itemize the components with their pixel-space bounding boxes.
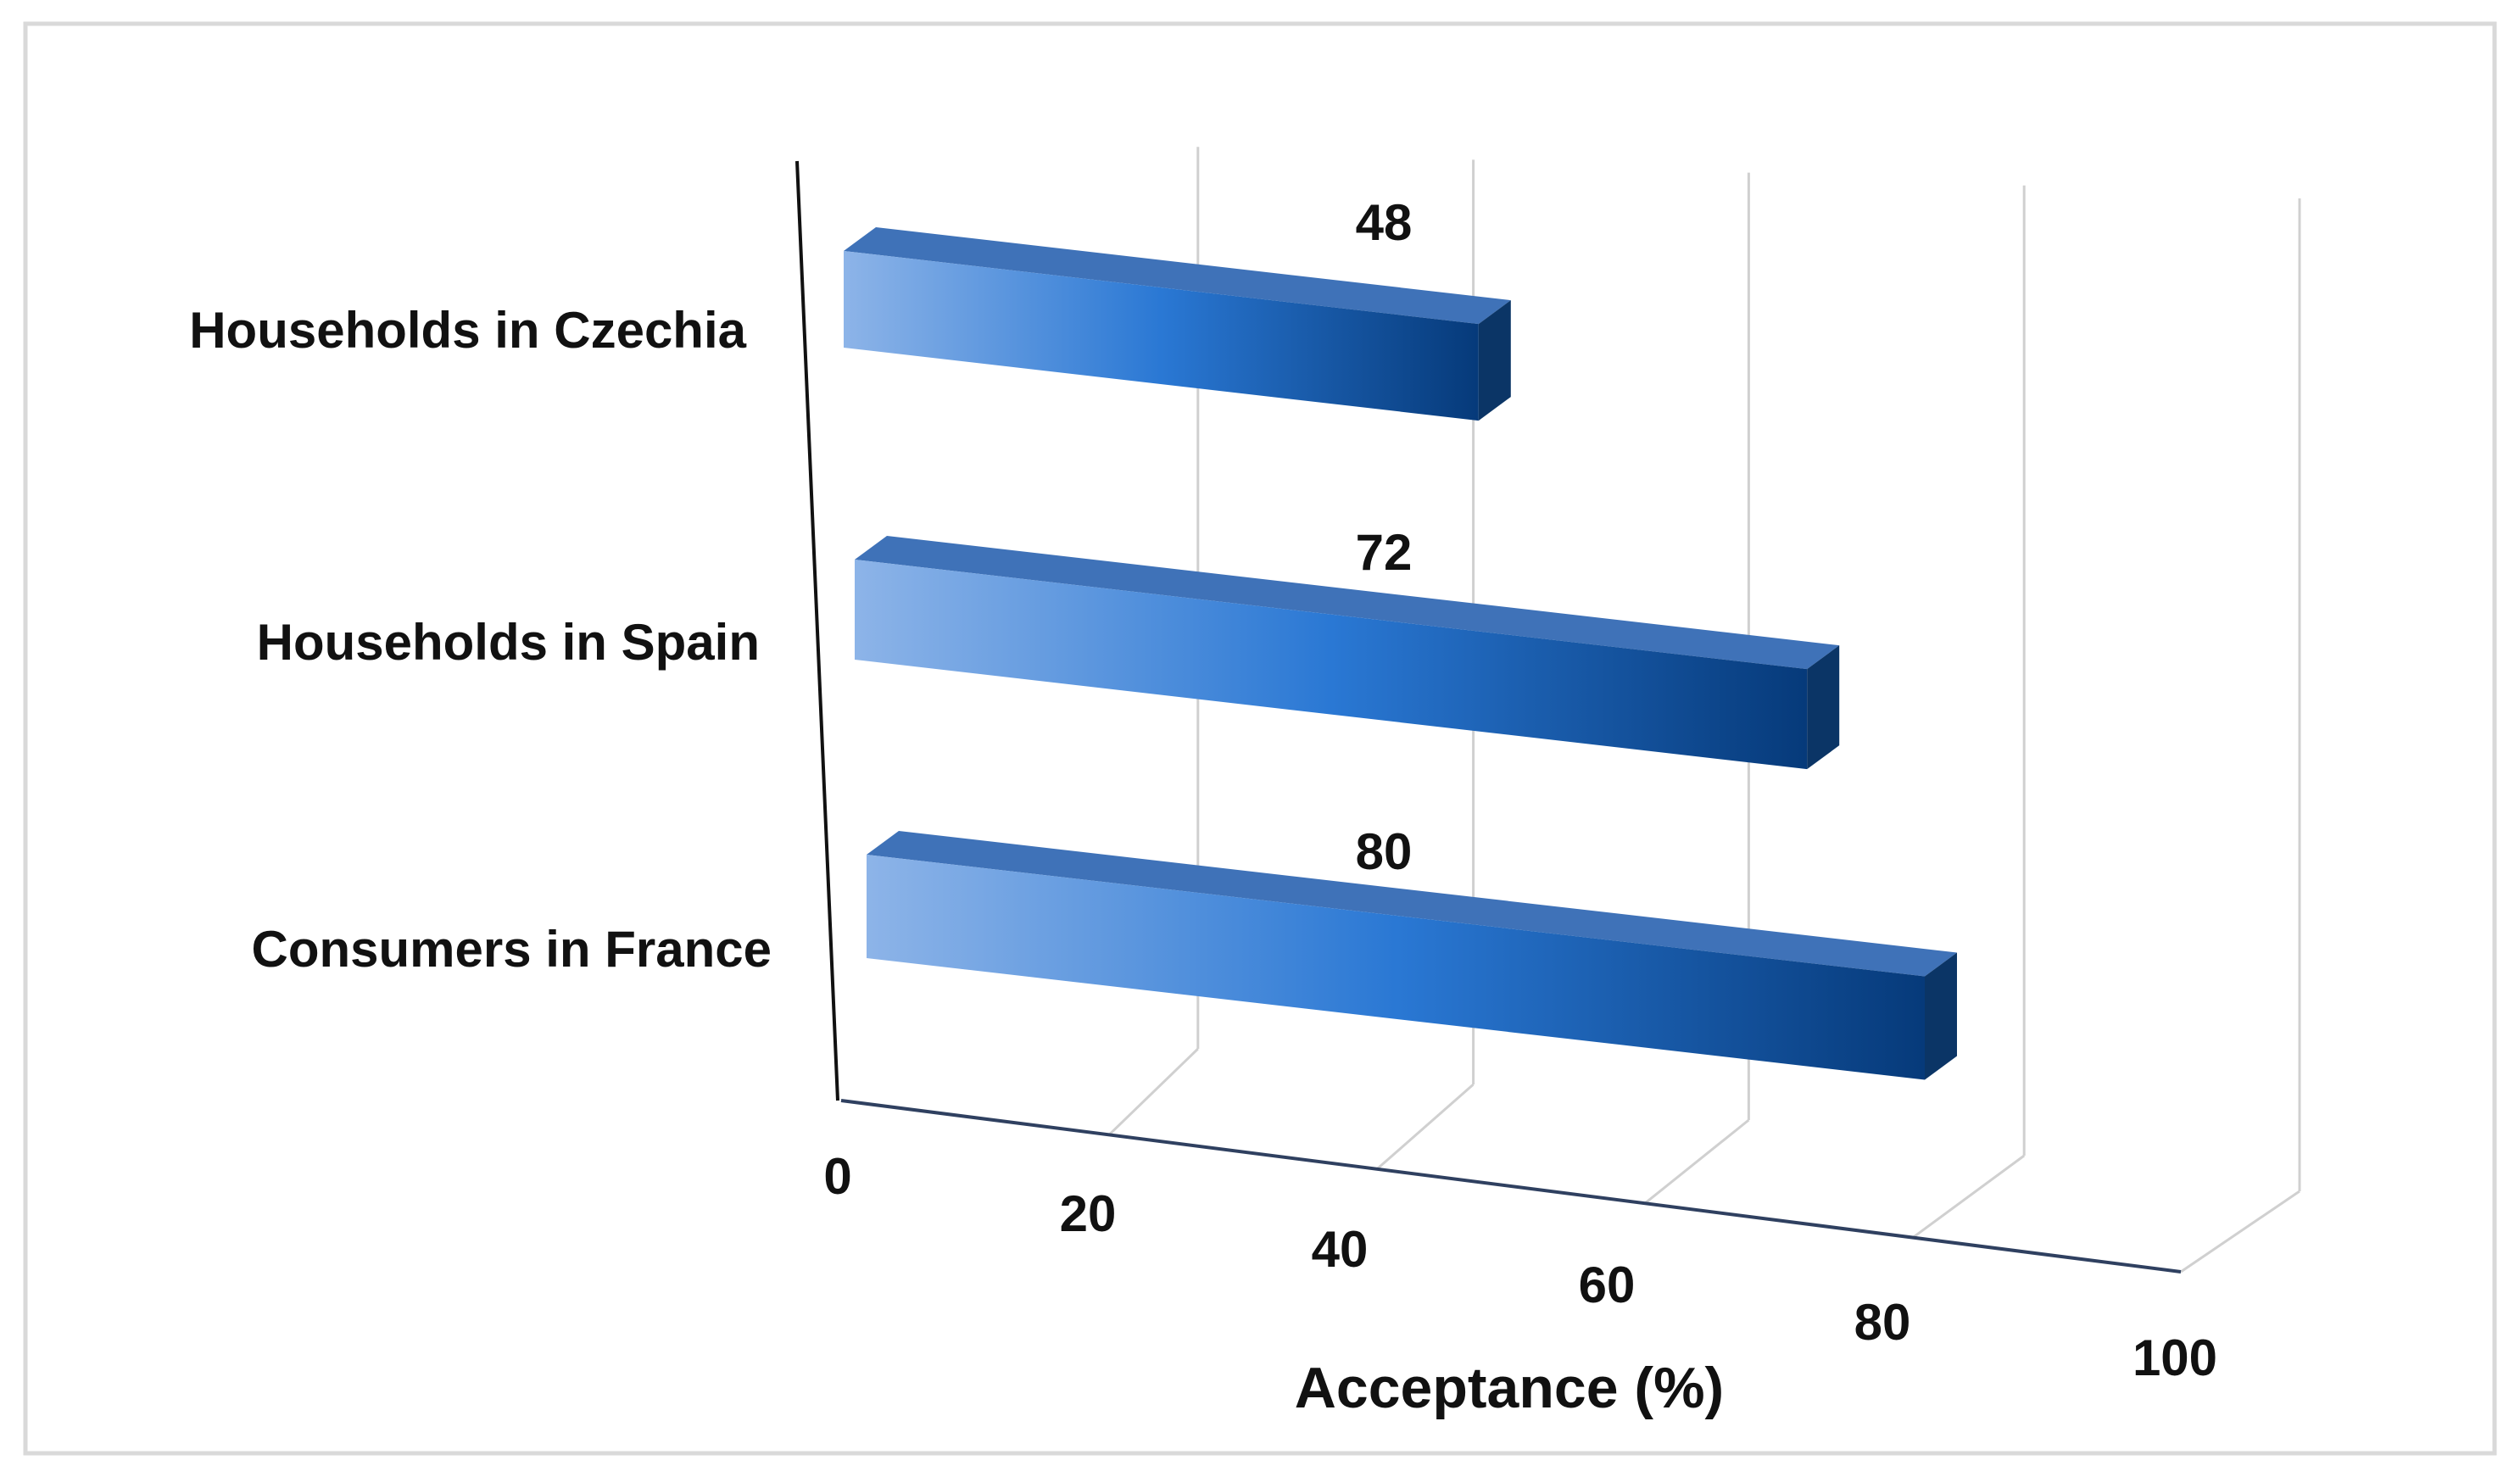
gridline-floor	[1644, 1118, 1750, 1205]
data-label: 48	[1356, 194, 1413, 251]
data-label: 80	[1356, 823, 1413, 880]
bar	[844, 251, 1479, 421]
bar	[867, 855, 1925, 1080]
bar	[855, 560, 1808, 770]
gridline-floor	[1912, 1154, 2026, 1239]
data-label: 72	[1356, 524, 1413, 581]
category-label: Consumers in France	[251, 921, 772, 978]
gridline-floor	[1107, 1047, 1199, 1136]
chart-border	[23, 21, 2497, 1456]
x-tick-label: 40	[1312, 1221, 1369, 1278]
bar-top-face	[867, 831, 1957, 977]
category-label: Households in Czechia	[189, 302, 746, 359]
x-tick-label: 20	[1060, 1185, 1117, 1242]
bar-top-face	[855, 536, 1840, 670]
axes	[795, 160, 2182, 1274]
x-axis-title: Acceptance (%)	[1295, 1356, 1724, 1420]
gridline-floor	[2180, 1190, 2300, 1274]
bar-end-face	[1807, 645, 1840, 770]
category-label: Households in Spain	[257, 614, 760, 671]
x-tick-label: 100	[2133, 1329, 2217, 1386]
x-tick-label: 60	[1579, 1257, 1636, 1313]
bars	[844, 227, 1957, 1080]
x-tick-label: 0	[823, 1148, 851, 1205]
bar-top-face	[844, 227, 1511, 325]
x-axis-line	[840, 1099, 2182, 1274]
gridline-floor	[1376, 1083, 1475, 1170]
y-axis-line	[795, 160, 839, 1101]
bar-end-face	[1478, 300, 1511, 421]
labels: 0 20 40 60 80 100 48 Households in Czechia 72 Hou…	[189, 194, 2217, 1386]
x-tick-label: 80	[1854, 1294, 1911, 1351]
bar-end-face	[1925, 952, 1957, 1080]
